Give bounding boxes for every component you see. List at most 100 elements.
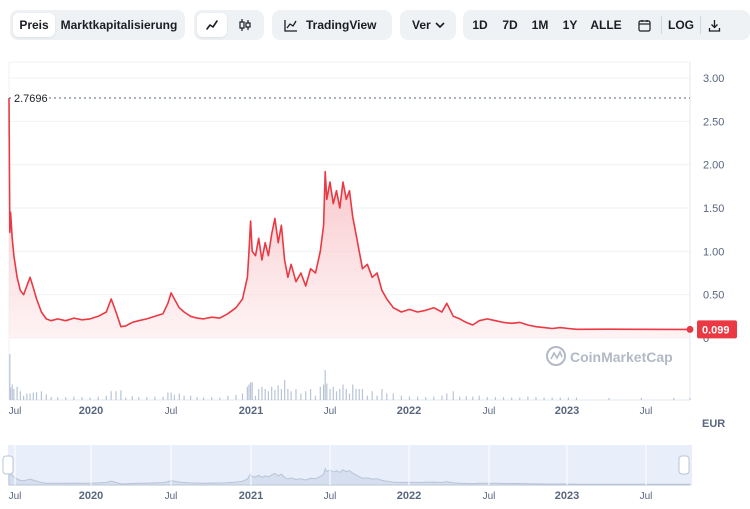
volume-bar — [322, 384, 325, 400]
volume-bar — [280, 389, 282, 400]
calendar-button[interactable] — [627, 10, 661, 40]
y-tick-label: 0 — [703, 333, 709, 345]
volume-bar — [519, 397, 521, 400]
navigator-x-tick-label: Jul — [165, 491, 178, 502]
volume-bar — [264, 389, 266, 400]
volume-bar — [97, 396, 99, 400]
volume-bar — [120, 390, 122, 400]
line-chart-button[interactable] — [197, 13, 227, 37]
volume-bar — [277, 385, 279, 400]
range-7d[interactable]: 7D — [502, 18, 518, 32]
volume-bar — [371, 391, 373, 400]
volume-bar — [381, 389, 383, 400]
logo-wave — [550, 350, 563, 360]
price-marketcap-toggle: Preis Marktkapitalisierung — [10, 10, 185, 40]
volume-bar — [248, 384, 250, 400]
navigator-x-tick-label: 2022 — [397, 490, 421, 502]
volume-bar — [326, 383, 328, 400]
navigator-left-handle[interactable] — [2, 455, 14, 475]
range-1y[interactable]: 1Y — [562, 18, 578, 32]
range-all[interactable]: ALLE — [590, 18, 622, 32]
volume-bar — [227, 395, 229, 400]
marketcap-tab[interactable]: Marktkapitalisierung — [60, 18, 178, 32]
volume-bar — [271, 386, 273, 400]
last-price-badge — [697, 320, 737, 339]
volume-bar — [527, 396, 529, 400]
toolbar-divider — [661, 16, 662, 34]
toolbar-divider — [700, 16, 701, 34]
max-price-label: 2.7696 — [14, 93, 48, 105]
volume-bar — [535, 397, 537, 400]
volume-bar — [246, 386, 248, 400]
volume-bar — [40, 391, 43, 400]
volume-bar — [170, 392, 172, 400]
volume-bar — [329, 389, 331, 400]
volume-bar — [29, 393, 31, 400]
volume-bar — [465, 396, 467, 400]
tradingview-button[interactable]: TradingView — [272, 10, 392, 40]
volume-bar — [459, 396, 461, 400]
volume-bar — [13, 389, 15, 400]
x-tick-label: Jul — [165, 406, 178, 417]
volume-bar — [332, 386, 334, 400]
volume-bar — [241, 393, 244, 400]
volume-bar — [335, 391, 338, 400]
volume-bar — [689, 398, 691, 400]
candlestick-button[interactable] — [230, 10, 260, 40]
chart-style-toggle — [194, 10, 264, 40]
volume-bar — [348, 393, 351, 400]
navigator-x-tick-label: Jul — [9, 491, 22, 502]
volume-bar — [9, 354, 11, 400]
volume-bar — [287, 389, 289, 400]
volume-bar — [154, 396, 156, 400]
x-tick-label: Jul — [9, 406, 22, 417]
last-price-label: 0.099 — [702, 324, 730, 336]
navigator-x-tick-label: 2023 — [555, 490, 579, 502]
volume-bar — [196, 397, 198, 400]
volume-bar — [472, 396, 474, 400]
volume-bar — [478, 395, 480, 400]
volume-bar — [295, 389, 297, 400]
volume-bar — [267, 391, 270, 400]
range-selector: 1D 7D 1M 1Y ALLE LOG — [463, 10, 750, 40]
y-tick-label: 2.00 — [703, 160, 724, 172]
volume-bar — [65, 397, 67, 400]
volume-bar — [219, 397, 221, 400]
chevron-down-icon — [435, 22, 445, 29]
volume-bar — [45, 394, 47, 400]
volume-bar — [400, 395, 402, 400]
volume-bar — [178, 393, 180, 400]
volume-bar — [494, 397, 497, 400]
log-scale-button[interactable]: LOG — [668, 18, 694, 32]
volume-bar — [19, 391, 21, 400]
coinmarketcap-watermark: CoinMarketCap — [546, 346, 673, 366]
volume-bars — [9, 354, 691, 400]
volume-bar — [183, 395, 185, 400]
price-tab[interactable]: Preis — [13, 13, 55, 37]
x-tick-label: 2023 — [555, 405, 579, 417]
volume-bar — [110, 391, 112, 400]
coinmarketcap-logo-icon — [546, 346, 566, 366]
volume-bar — [131, 396, 133, 400]
download-button[interactable] — [701, 10, 727, 40]
x-tick-label: 2021 — [239, 405, 263, 417]
compare-dropdown[interactable]: Ver — [400, 10, 456, 40]
volume-bar — [81, 397, 83, 400]
volume-bar — [366, 395, 368, 400]
range-1d[interactable]: 1D — [472, 18, 488, 32]
volume-bar — [162, 396, 164, 400]
y-tick-label: 2.50 — [703, 116, 724, 128]
volume-bar — [202, 397, 205, 400]
volume-bar — [309, 389, 312, 400]
volume-bar — [115, 391, 117, 400]
volume-bar — [559, 397, 561, 400]
candlestick-icon — [239, 19, 251, 31]
compare-label: Ver — [412, 18, 431, 32]
volume-bar — [32, 392, 34, 400]
navigator-x-tick-label: Jul — [324, 491, 337, 502]
navigator-right-handle[interactable] — [678, 455, 690, 475]
navigator-price-area — [8, 461, 691, 486]
x-axis: Jul 2020 Jul 2021 Jul 2022 Jul 2023 Jul — [9, 405, 653, 417]
price-line — [8, 97, 690, 331]
range-1m[interactable]: 1M — [531, 18, 549, 32]
